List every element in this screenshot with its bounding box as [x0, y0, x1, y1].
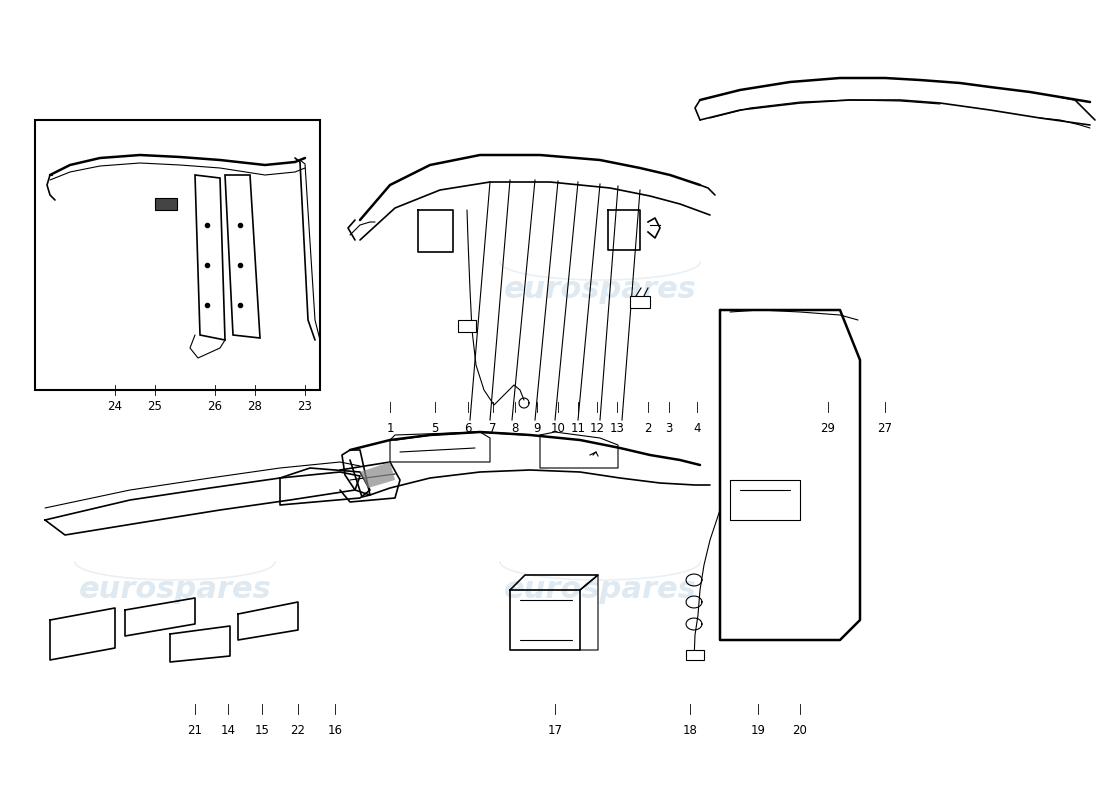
Text: 27: 27: [878, 422, 892, 435]
Text: 8: 8: [512, 422, 519, 435]
Bar: [630, 296, 650, 308]
Polygon shape: [195, 175, 226, 340]
Text: 5: 5: [431, 422, 439, 435]
Text: 17: 17: [548, 724, 562, 737]
Text: 21: 21: [187, 724, 202, 737]
Text: 16: 16: [328, 724, 342, 737]
Text: 29: 29: [821, 422, 836, 435]
Text: 24: 24: [108, 400, 122, 413]
Text: eurospares: eurospares: [504, 575, 696, 605]
Text: 1: 1: [386, 422, 394, 435]
Text: 23: 23: [298, 400, 312, 413]
Text: eurospares: eurospares: [504, 275, 696, 305]
Text: 6: 6: [464, 422, 472, 435]
Text: 4: 4: [693, 422, 701, 435]
Text: 9: 9: [534, 422, 541, 435]
Text: 3: 3: [666, 422, 673, 435]
Bar: [686, 650, 704, 660]
Bar: [458, 320, 476, 332]
Text: eurospares: eurospares: [78, 275, 272, 305]
Text: 20: 20: [793, 724, 807, 737]
Polygon shape: [360, 462, 395, 488]
Text: 10: 10: [551, 422, 565, 435]
Text: eurospares: eurospares: [78, 575, 272, 605]
Text: 11: 11: [571, 422, 585, 435]
Text: 7: 7: [490, 422, 497, 435]
Text: 2: 2: [645, 422, 651, 435]
Text: 22: 22: [290, 724, 306, 737]
Text: 14: 14: [220, 724, 235, 737]
Text: 13: 13: [609, 422, 625, 435]
Text: 15: 15: [254, 724, 270, 737]
Text: 12: 12: [590, 422, 605, 435]
Bar: [155, 198, 177, 210]
Text: 25: 25: [147, 400, 163, 413]
Polygon shape: [226, 175, 260, 338]
Bar: [35, 120, 320, 390]
Text: 28: 28: [248, 400, 263, 413]
Text: 19: 19: [750, 724, 766, 737]
Text: 18: 18: [683, 724, 697, 737]
Text: 26: 26: [208, 400, 222, 413]
